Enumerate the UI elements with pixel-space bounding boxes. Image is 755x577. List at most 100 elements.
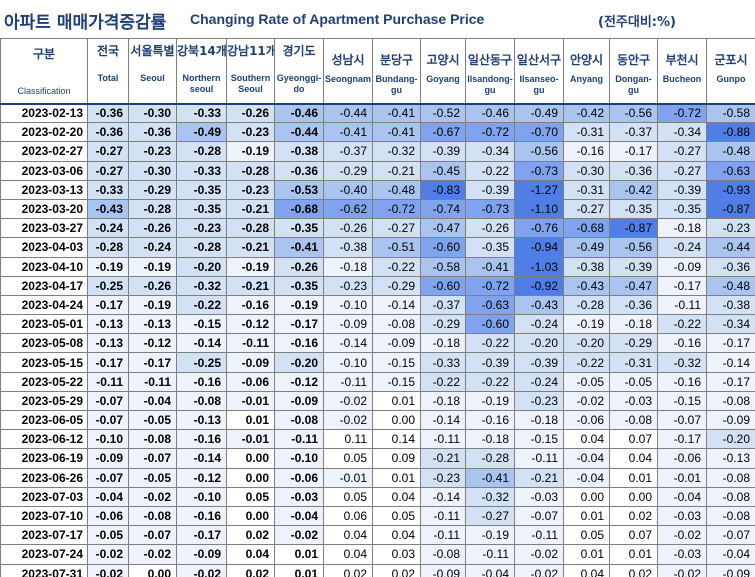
value-cell: -0.07	[514, 505, 564, 527]
value-cell: -0.49	[514, 102, 564, 124]
column-header-korean: 군포시	[714, 53, 748, 67]
value-cell: 0.04	[609, 448, 658, 469]
value-cell: -0.02	[128, 486, 177, 507]
value-cell: -0.32	[465, 486, 515, 507]
value-cell: -0.01	[323, 467, 373, 488]
column-header-korean: 동안구	[616, 53, 651, 67]
column-header: 군포시 Gunpo	[706, 38, 755, 104]
value-cell: -0.17	[87, 294, 129, 316]
value-cell: -0.16	[176, 505, 227, 527]
value-cell: 0.09	[372, 448, 421, 469]
value-cell: -0.41	[323, 122, 373, 143]
value-cell: -0.08	[128, 505, 177, 527]
value-cell: -0.56	[514, 141, 564, 162]
value-cell: 0.01	[563, 505, 610, 527]
column-header-korean: 분당구	[379, 53, 414, 67]
value-cell: -0.20	[274, 352, 324, 373]
row-date: 2023-04-03	[0, 237, 88, 258]
value-cell: 0.14	[372, 429, 421, 450]
value-cell: -0.10	[274, 448, 324, 469]
value-cell: 0.06	[323, 505, 373, 527]
header-row: 구분 Classification 전국 Total 서울특별 Seoul 강북14개 Nor…	[0, 38, 755, 104]
value-cell: -0.30	[128, 102, 177, 124]
title-english: Changing Rate of Apartment Purchase Pric…	[190, 11, 485, 27]
value-cell: -0.22	[372, 256, 421, 277]
value-cell: -0.03	[657, 544, 707, 565]
table-row: 2023-05-15 -0.17 -0.17 -0.25 -0.09 -0.20 -0.10…	[0, 352, 755, 373]
column-header-korean: 일산서구	[516, 53, 562, 67]
value-cell: -0.41	[465, 256, 515, 277]
value-cell: -0.09	[226, 352, 275, 373]
value-cell: -0.13	[176, 409, 227, 431]
value-cell: -0.39	[465, 352, 515, 373]
value-cell: -0.21	[226, 198, 275, 220]
value-cell: -0.14	[706, 352, 755, 373]
value-cell: -0.58	[420, 256, 466, 277]
value-cell: -0.01	[657, 467, 707, 488]
column-header: 강남11개 Southern Seoul	[226, 38, 275, 104]
value-cell: -0.35	[609, 198, 658, 220]
table-row: 2023-07-10 -0.06 -0.08 -0.16 0.00 -0.04 0.06 0.…	[0, 505, 755, 527]
value-cell: -0.08	[176, 390, 227, 412]
column-header-english: Gunpo	[716, 74, 746, 84]
value-cell: 0.01	[226, 409, 275, 431]
value-cell: -0.03	[514, 486, 564, 507]
table-row: 2023-06-05 -0.07 -0.05 -0.13 0.01 -0.08 -0.02 0…	[0, 409, 755, 431]
value-cell: -0.11	[323, 371, 373, 392]
value-cell: -0.92	[514, 275, 564, 296]
value-cell: -0.27	[87, 160, 129, 181]
value-cell: -0.17	[609, 141, 658, 162]
value-cell: -0.21	[514, 467, 564, 488]
value-cell: -0.11	[465, 544, 515, 565]
value-cell: -0.04	[657, 486, 707, 507]
value-cell: -0.56	[609, 102, 658, 124]
value-cell: -0.09	[87, 448, 129, 469]
value-cell: -0.22	[176, 294, 227, 316]
value-cell: -0.06	[657, 448, 707, 469]
value-cell: -0.28	[128, 198, 177, 220]
value-cell: -0.56	[609, 237, 658, 258]
value-cell: -0.11	[274, 429, 324, 450]
value-cell: -0.27	[657, 141, 707, 162]
value-cell: -0.11	[226, 333, 275, 354]
value-cell: -0.18	[420, 333, 466, 354]
table-row: 2023-06-12 -0.10 -0.08 -0.16 -0.01 -0.11 0.11 0…	[0, 429, 755, 450]
value-cell: -0.87	[706, 198, 755, 220]
value-cell: -0.08	[706, 467, 755, 488]
value-cell: -0.16	[657, 371, 707, 392]
value-cell: -0.37	[420, 294, 466, 316]
value-cell: -0.62	[323, 198, 373, 220]
value-cell: -0.23	[226, 179, 275, 200]
value-cell: -0.35	[657, 198, 707, 220]
column-header: 동안구 Dongan-gu	[609, 38, 658, 104]
value-cell: -0.19	[226, 256, 275, 277]
value-cell: -0.29	[128, 179, 177, 200]
value-cell: -0.36	[706, 256, 755, 277]
row-date: 2023-06-19	[0, 448, 88, 469]
value-cell: 0.01	[609, 544, 658, 565]
row-date: 2023-05-01	[0, 314, 88, 335]
table-row: 2023-06-26 -0.07 -0.05 -0.12 0.00 -0.06 -0.01 0…	[0, 467, 755, 488]
value-cell: -0.08	[420, 544, 466, 565]
value-cell: -0.19	[87, 256, 129, 277]
row-date: 2023-04-24	[0, 294, 88, 316]
value-cell: -0.16	[226, 294, 275, 316]
value-cell: -0.19	[465, 525, 515, 546]
value-cell: 0.01	[372, 467, 421, 488]
value-cell: -0.23	[226, 122, 275, 143]
row-date: 2023-03-27	[0, 218, 88, 239]
value-cell: -0.28	[563, 294, 610, 316]
value-cell: -0.22	[657, 314, 707, 335]
table-row: 2023-06-19 -0.09 -0.07 -0.14 0.00 -0.10 0.05 0.…	[0, 448, 755, 469]
table-row: 2023-07-03 -0.04 -0.02 -0.10 0.05 -0.03 0.05 0.…	[0, 486, 755, 507]
value-cell: 0.02	[226, 525, 275, 546]
value-cell: -0.26	[465, 218, 515, 239]
value-cell: -0.06	[87, 505, 129, 527]
value-cell: -0.45	[420, 160, 466, 181]
value-cell: 0.00	[128, 563, 177, 577]
value-cell: -0.17	[657, 429, 707, 450]
value-cell: -0.17	[706, 371, 755, 392]
value-cell: -0.14	[420, 409, 466, 431]
row-date: 2023-03-06	[0, 160, 88, 181]
value-cell: -0.06	[563, 409, 610, 431]
